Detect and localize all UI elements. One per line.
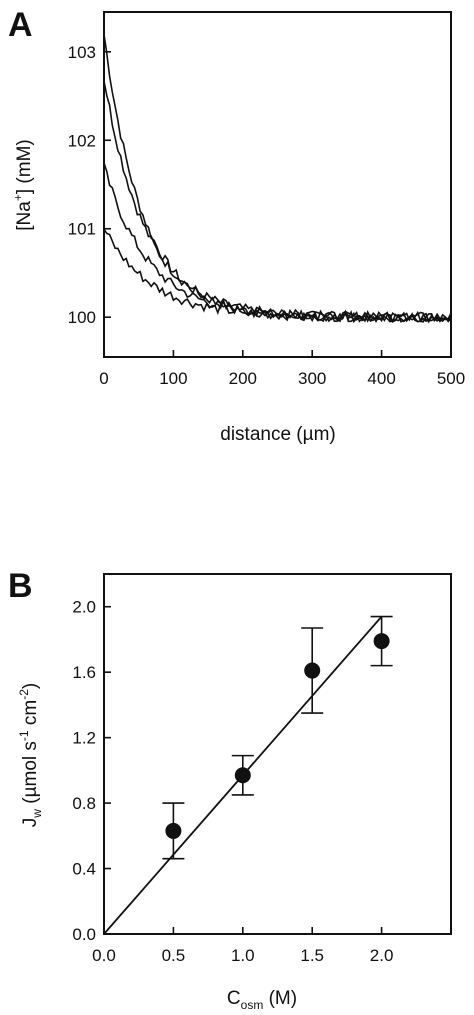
panel-a-y-label-superscript: +	[11, 194, 25, 201]
panel-b-x-tick-label: 1.0	[231, 946, 255, 965]
panel-b-x-label-subscript: osm	[241, 998, 264, 1012]
panel-a-ticks: 0 100 200 300 400 500 100 101 102 103	[68, 43, 466, 388]
panel-a-y-axis-label: [Na+] (mM)	[11, 139, 35, 230]
panel-a-y-tick-label: 100	[68, 308, 96, 327]
panel-b-data-point	[234, 767, 251, 784]
panel-a-label: A	[8, 6, 33, 44]
panel-a-series-line-3	[103, 162, 452, 324]
panel-a-x-tick-label: 400	[367, 369, 395, 388]
panel-a-series-line-1	[103, 34, 452, 324]
panel-a-chart: A 0 100 200 300 400 500 100 101 102 103 distance …	[8, 6, 465, 445]
panel-b-x-tick-label: 0.0	[92, 946, 116, 965]
panel-b-data-point	[304, 662, 321, 679]
panel-b-y-label-sup2: -2	[17, 689, 31, 700]
panel-a-series-line-2	[103, 80, 452, 324]
panel-a-x-tick-label: 300	[298, 369, 326, 388]
panel-b-y-tick-label: 0.8	[72, 794, 96, 813]
panel-b-y-tick-label: 0.4	[72, 860, 96, 879]
panel-a-x-tick-label: 0	[99, 369, 108, 388]
panel-a-y-tick-label: 103	[68, 43, 96, 62]
panel-a-y-tick-label: 102	[68, 131, 96, 150]
panel-a-x-tick-label: 100	[159, 369, 187, 388]
panel-b-data-point	[373, 633, 390, 650]
panel-b-ticks: 0.0 0.5 1.0 1.5 2.0 0.0 0.4 0.8 1.2 1.6 2.0	[72, 598, 393, 965]
panel-b-y-label-unit2: cm	[20, 700, 41, 731]
panel-b-x-label-unit: (M)	[263, 988, 297, 1009]
panel-b-x-tick-label: 0.5	[162, 946, 186, 965]
panel-b-y-label-j: J	[20, 818, 41, 828]
panel-b-x-tick-label: 1.5	[300, 946, 324, 965]
panel-b-x-tick-label: 2.0	[370, 946, 394, 965]
panel-b-y-axis-label: Jw (µmol s-1 cm-2)	[17, 683, 44, 827]
panel-a-series	[103, 34, 452, 324]
panel-a-y-label-part1: [Na	[14, 201, 35, 231]
panel-b-y-tick-label: 1.6	[72, 663, 96, 682]
panel-b-chart: B 0.0 0.5 1.0 1.5 2.0 0.0 0.4 0.8 1.2 1.6 2.0 Cosm…	[8, 567, 452, 1012]
panel-b-marks	[103, 615, 393, 935]
panel-a-series-line-4	[103, 228, 452, 324]
panel-a-x-tick-label: 200	[229, 369, 257, 388]
panel-a-y-tick-label: 101	[68, 220, 96, 239]
panel-b-label: B	[8, 567, 33, 605]
panel-b-y-tick-label: 0.0	[72, 925, 96, 944]
panel-b-y-label-unit3: )	[20, 683, 41, 689]
panel-b-plot-frame	[103, 573, 452, 935]
panel-b-x-label-c: C	[227, 988, 241, 1009]
panel-b-y-tick-label: 2.0	[72, 598, 96, 617]
panel-a-y-label-part2: ] (mM)	[14, 139, 35, 194]
panel-b-y-label-subscript: w	[30, 809, 44, 819]
panel-b-y-label-sup1: -1	[17, 730, 31, 741]
panel-b-y-tick-label: 1.2	[72, 729, 96, 748]
panel-b-y-label-unit1: (µmol s	[20, 741, 41, 809]
panel-a-plot-frame	[103, 11, 452, 358]
panel-b-x-axis-label: Cosm (M)	[227, 988, 297, 1012]
panel-a-x-tick-label: 500	[437, 369, 465, 388]
panel-a-x-axis-label: distance (µm)	[220, 424, 335, 445]
panel-b-data-point	[165, 822, 182, 839]
